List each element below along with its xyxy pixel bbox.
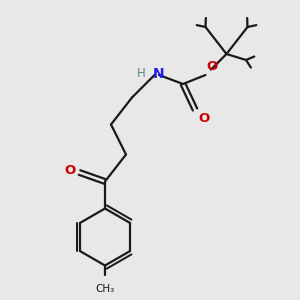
Text: O: O bbox=[65, 164, 76, 178]
Text: CH₃: CH₃ bbox=[95, 284, 115, 293]
Text: H: H bbox=[137, 67, 146, 80]
Text: N: N bbox=[153, 67, 165, 80]
Text: O: O bbox=[198, 112, 209, 125]
Text: O: O bbox=[206, 60, 217, 73]
